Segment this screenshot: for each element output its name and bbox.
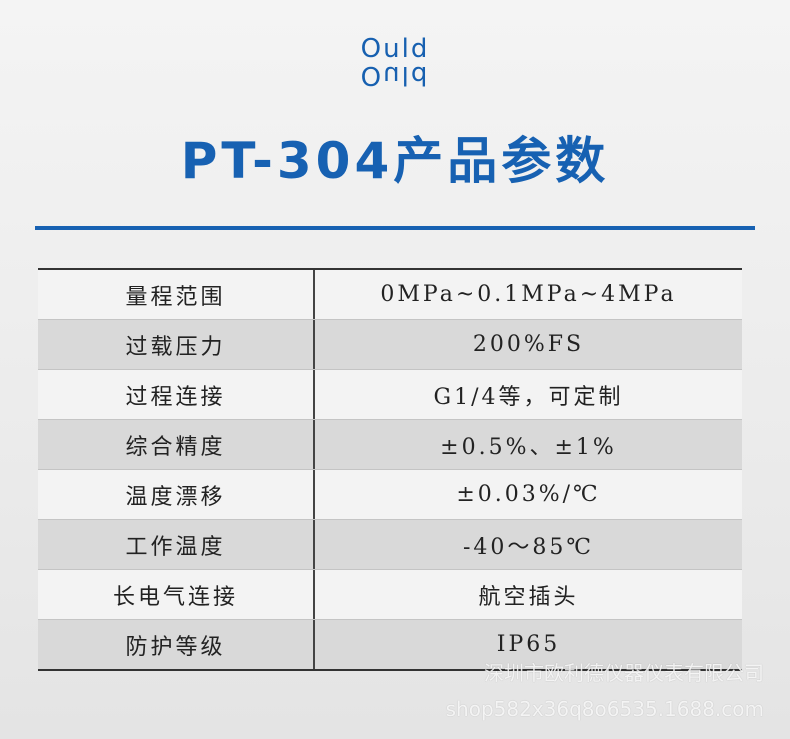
param-value: ±0.03%/℃ <box>456 482 601 507</box>
table-row: 工作温度 -40～85℃ <box>38 520 742 570</box>
param-value: 0MPa~0.1MPa~4MPa <box>380 282 677 307</box>
param-name: 过程连接 <box>38 370 315 419</box>
watermark: 深圳市欧利德仪器仪表有限公司 <box>484 661 764 685</box>
param-value: ±0.5%、±1% <box>440 434 617 460</box>
param-name: 长电气连接 <box>38 570 315 619</box>
param-name: 工作温度 <box>38 520 315 569</box>
table-row: 量程范围 0MPa~0.1MPa~4MPa <box>38 270 742 320</box>
param-value: -40～85℃ <box>462 534 595 560</box>
param-value: IP65 <box>496 632 561 657</box>
param-name: 过载压力 <box>38 320 315 369</box>
param-value: 航空插头 <box>478 584 579 610</box>
logo: Ould <box>360 34 430 64</box>
table-row: 长电气连接 航空插头 <box>38 570 742 620</box>
table-row: 过载压力 200%FS <box>38 320 742 370</box>
param-value: G1/4等，可定制 <box>433 384 624 410</box>
param-name: 综合精度 <box>38 420 315 469</box>
table-row: 综合精度 ±0.5%、±1% <box>38 420 742 470</box>
divider <box>35 226 755 230</box>
table-row: 防护等级 IP65 <box>38 620 742 671</box>
table-row: 温度漂移 ±0.03%/℃ <box>38 470 742 520</box>
param-name: 防护等级 <box>38 620 315 669</box>
spec-table: 量程范围 0MPa~0.1MPa~4MPa 过载压力 200%FS 过程连接 G1/4等，… <box>38 268 742 671</box>
logo-reflection: Ould <box>360 60 430 90</box>
title: PT-304产品参数 <box>180 132 610 190</box>
param-name: 量程范围 <box>38 270 315 319</box>
param-name: 温度漂移 <box>38 470 315 519</box>
param-value: 200%FS <box>472 332 585 357</box>
watermark: shop582x36q8o6535.1688.com <box>445 697 764 721</box>
table-row: 过程连接 G1/4等，可定制 <box>38 370 742 420</box>
